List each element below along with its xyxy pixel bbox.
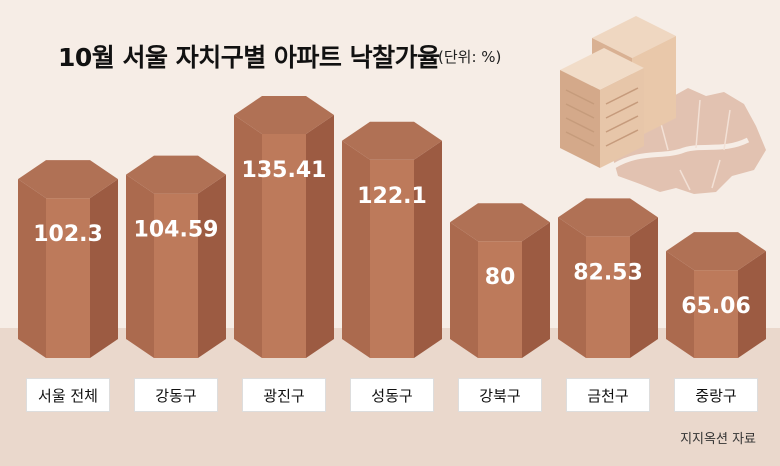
apartment-windows: [565, 87, 639, 147]
bar-front-face: [46, 198, 90, 358]
district-lines: [659, 99, 731, 191]
bar-front-face: [370, 159, 414, 358]
bar-front-face: [154, 193, 198, 358]
apartment-building-front: [560, 48, 644, 168]
bar-right-face: [522, 222, 550, 358]
bar-left-face: [126, 174, 154, 358]
bar-value-label: 65.06: [681, 294, 751, 319]
category-label: 광진구: [242, 378, 326, 412]
category-label: 강북구: [458, 378, 542, 412]
bar: 102.3: [18, 160, 118, 358]
bar: 82.53: [558, 198, 658, 358]
bar-top-face: [666, 232, 766, 271]
bar-value-label: 122.1: [357, 184, 427, 209]
chart-title: 10월 서울 자치구별 아파트 낙찰가율: [58, 43, 440, 72]
bar-value-label: 80: [485, 265, 516, 290]
bar-right-face: [738, 251, 766, 358]
bar-right-face: [90, 179, 118, 358]
apartment-illustration: [560, 16, 676, 168]
category-label: 강동구: [134, 378, 218, 412]
bar: 80: [450, 203, 550, 358]
source-note: 지지옥션 자료: [680, 432, 756, 447]
bar-left-face: [234, 115, 262, 358]
bar-top-face: [342, 121, 442, 160]
bar-left-face: [342, 140, 370, 358]
bar-left-face: [450, 222, 478, 358]
bar-top-face: [450, 203, 550, 242]
bar-left-face: [558, 217, 586, 358]
unit-label: (단위: %): [438, 48, 502, 66]
bar-left-face: [666, 251, 694, 358]
category-label: 금천구: [566, 378, 650, 412]
bar-top-face: [558, 198, 658, 237]
bar: 65.06: [666, 232, 766, 358]
bar-front-face: [694, 270, 738, 358]
seoul-map-illustration: [612, 88, 766, 194]
bar-right-face: [630, 217, 658, 358]
category-label: 중랑구: [674, 378, 758, 412]
bar: 135.41: [234, 96, 334, 358]
bar-value-label: 135.41: [242, 158, 327, 183]
bar: 104.59: [126, 155, 226, 358]
bar-value-label: 104.59: [134, 218, 219, 243]
bar-right-face: [306, 115, 334, 358]
category-label: 성동구: [350, 378, 434, 412]
bar-value-label: 102.3: [33, 222, 103, 247]
han-river: [612, 137, 750, 169]
bar-right-face: [414, 140, 442, 358]
bar-right-face: [198, 174, 226, 358]
bar-front-face: [478, 241, 522, 358]
bar-group: 102.3 104.59 135.41 122.1 80 82.53 65.06: [18, 96, 766, 358]
bar: 122.1: [342, 121, 442, 358]
bar-top-face: [126, 155, 226, 194]
category-label: 서울 전체: [26, 378, 110, 412]
bar-left-face: [18, 179, 46, 358]
bar-value-label: 82.53: [573, 260, 643, 285]
bar-top-face: [234, 96, 334, 134]
bar-front-face: [262, 134, 306, 358]
seoul-map-shape: [612, 88, 766, 194]
bar-front-face: [586, 236, 630, 358]
bar-top-face: [18, 160, 118, 199]
